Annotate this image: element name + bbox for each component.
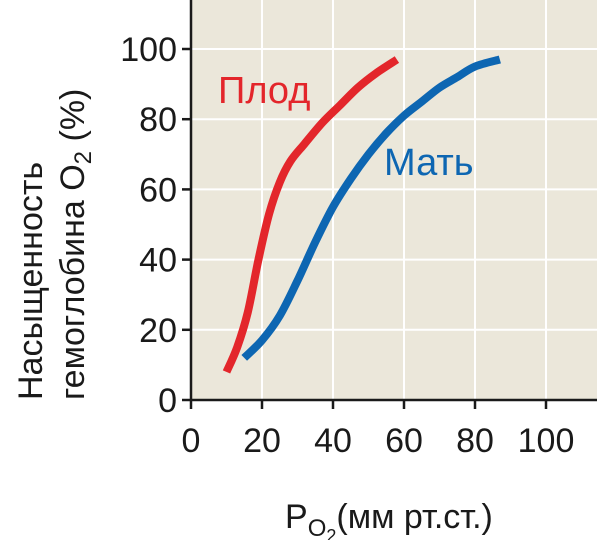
x-axis-title-subsub: 2 bbox=[326, 526, 336, 540]
x-tick-label: 80 bbox=[456, 422, 494, 460]
series-labels: Плод Мать bbox=[218, 70, 474, 184]
series-label-mother: Мать bbox=[384, 142, 474, 184]
series-line-fetus bbox=[222, 56, 400, 374]
series-line-mother bbox=[241, 55, 501, 361]
y-tick-label: 60 bbox=[139, 171, 177, 209]
y-axis-title-line2-sub: 2 bbox=[70, 151, 97, 164]
x-axis-title: PO2(мм рт.ст.) bbox=[285, 498, 493, 540]
axes bbox=[189, 0, 597, 402]
x-tick-label: 40 bbox=[314, 422, 352, 460]
x-tick-label: 60 bbox=[385, 422, 423, 460]
y-axis-title-line2: гемоглобина O2 (%) bbox=[54, 89, 97, 400]
y-tick-label: 80 bbox=[139, 101, 177, 139]
y-axis-title-line2-main: гемоглобина O bbox=[54, 164, 92, 400]
x-axis-title-main: P bbox=[285, 498, 308, 536]
y-axis-title-line2-rest: (%) bbox=[54, 89, 92, 151]
y-tick-label: 40 bbox=[139, 242, 177, 280]
x-tick-label: 20 bbox=[243, 422, 281, 460]
y-tick-label: 20 bbox=[139, 312, 177, 350]
x-tick-label: 0 bbox=[182, 422, 201, 460]
y-axis-title-line1: Насыщенность bbox=[12, 162, 50, 400]
plot-area bbox=[191, 0, 597, 400]
ticks: 0 20 40 60 80 100 0 20 40 60 80 100 bbox=[120, 31, 574, 460]
series-label-fetus: Плод bbox=[218, 70, 310, 112]
y-tick-label: 100 bbox=[120, 31, 177, 69]
y-tick-label: 0 bbox=[158, 382, 177, 420]
x-axis-title-sub: O bbox=[308, 515, 327, 540]
x-axis-title-rest: (мм рт.ст.) bbox=[336, 498, 493, 536]
x-tick-label: 100 bbox=[518, 422, 575, 460]
series-group bbox=[222, 55, 501, 374]
